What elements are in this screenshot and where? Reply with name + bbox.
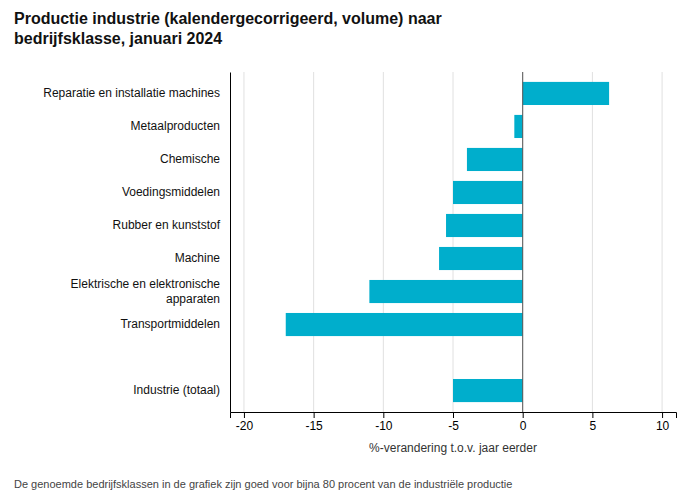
x-tick-label: 0 [520, 419, 527, 433]
y-tick: Reparatie en installatie machines [43, 86, 220, 100]
x-tick: 10 [656, 412, 670, 433]
y-tick-label: Industrie (totaal) [133, 383, 220, 397]
x-tick-mark [383, 412, 384, 418]
y-tick: Elektrische en elektronischeapparaten [71, 277, 221, 305]
x-tick: -10 [375, 412, 393, 433]
y-tick-label: Transportmiddelen [120, 317, 220, 331]
x-tick: -5 [448, 412, 459, 433]
x-tick-mark [453, 412, 454, 418]
bar [369, 280, 522, 303]
x-tick-label: -5 [448, 419, 459, 433]
x-axis: -20 -15 -10 -5 0 5 10 [231, 412, 677, 433]
grid-line [592, 72, 593, 412]
y-tick-label: Machine [175, 251, 221, 265]
y-axis-line [230, 73, 231, 413]
y-tick-label: Voedingsmiddelen [122, 185, 220, 199]
x-tick-label: -20 [236, 419, 254, 433]
zero-line [522, 72, 523, 412]
chart-container: Productie industrie (kalendergecorrigeer… [0, 0, 700, 500]
grid-line [522, 72, 523, 412]
y-tick-label: Elektrische en elektronischeapparaten [71, 277, 221, 305]
bar [439, 247, 523, 270]
grid-line [313, 72, 314, 412]
x-axis-label: %-verandering t.o.v. jaar eerder [369, 441, 537, 455]
y-tick-label: Rubber en kunststof [113, 218, 221, 232]
y-axis: Reparatie en installatie machines Metaalp… [43, 73, 230, 413]
chart: Productie industrie (kalendergecorrigeer… [0, 0, 700, 500]
x-tick-mark [523, 412, 524, 418]
y-tick-label: Metaalproducten [131, 119, 220, 133]
y-tick: Chemische [160, 152, 220, 166]
x-tick-label: 10 [656, 419, 670, 433]
x-tick-label: -10 [375, 419, 393, 433]
x-tick-mark [662, 412, 663, 418]
y-tick: Transportmiddelen [120, 317, 220, 331]
annotation: De genoemde bedrijfsklassen in de grafie… [14, 478, 512, 490]
x-tick-label: 5 [590, 419, 597, 433]
x-tick-mark [592, 412, 593, 418]
x-tick: -20 [236, 412, 254, 433]
y-tick: Machine [175, 251, 221, 265]
x-tick: 5 [590, 412, 597, 433]
title-line: Productie industrie (kalendergecorrigeer… [14, 10, 442, 27]
bar [446, 214, 523, 237]
title: Productie industrie (kalendergecorrigeer… [14, 10, 442, 47]
grid-line [662, 72, 663, 412]
y-tick: Metaalproducten [131, 119, 220, 133]
x-tick: 0 [520, 412, 527, 433]
grid-line [383, 72, 384, 412]
bar [286, 313, 523, 336]
title-line: bedrijfsklasse, januari 2024 [14, 30, 222, 47]
y-tick-label: Chemische [160, 152, 220, 166]
bar [514, 115, 522, 138]
y-tick: Industrie (totaal) [133, 383, 220, 397]
grid-line [453, 72, 454, 412]
y-tick-label-line: apparaten [166, 292, 220, 306]
x-tick-label: -15 [305, 419, 323, 433]
bar [467, 148, 523, 171]
grid-line [243, 72, 244, 412]
y-tick-label: Reparatie en installatie machines [43, 86, 220, 100]
bar [453, 181, 523, 204]
bar [523, 82, 609, 105]
x-tick: -15 [305, 412, 323, 433]
bar [453, 379, 523, 402]
y-tick-label-line: Elektrische en elektronische [71, 277, 221, 291]
y-tick: Rubber en kunststof [113, 218, 221, 232]
x-axis-line [231, 413, 677, 419]
x-tick-mark [244, 412, 245, 418]
grid [244, 72, 662, 412]
bars [286, 82, 609, 402]
x-tick-mark [314, 412, 315, 418]
y-tick: Voedingsmiddelen [122, 185, 220, 199]
plot: -20 -15 -10 -5 0 5 10 Reparatie en installatie … [43, 72, 676, 433]
